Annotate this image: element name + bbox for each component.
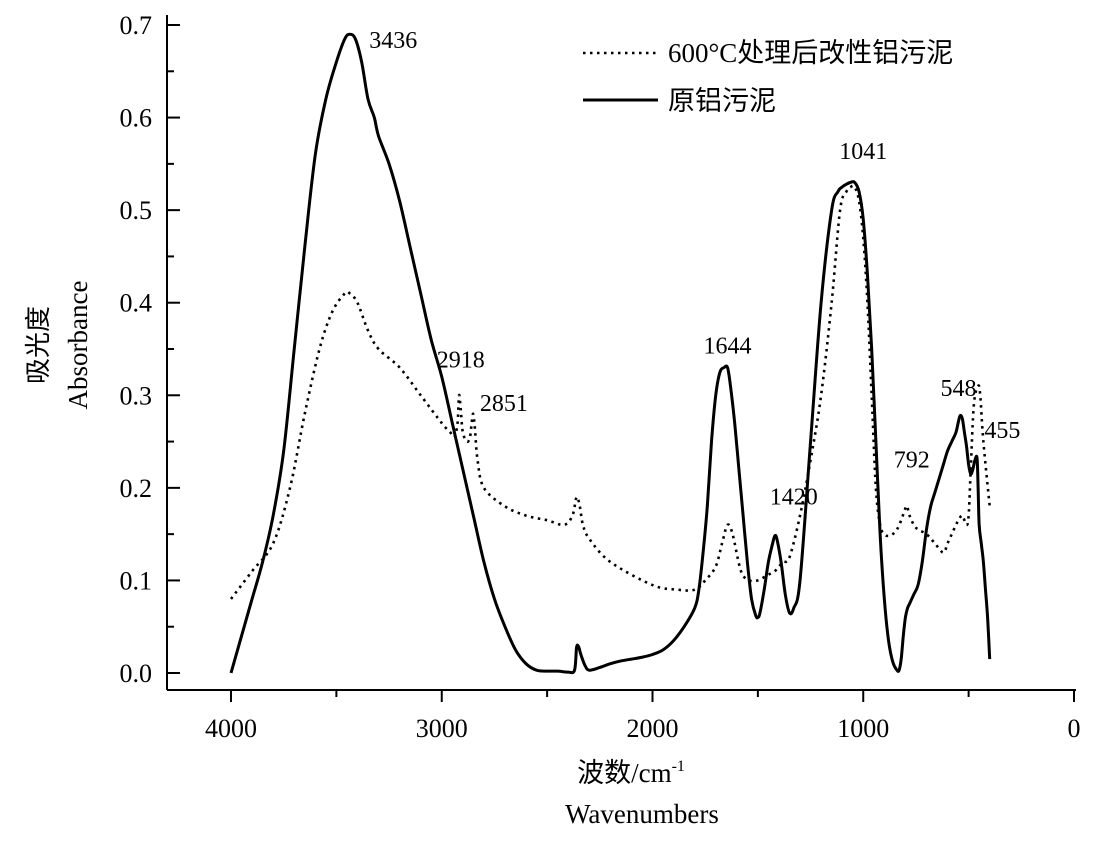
x-ticks: 4000 3000 2000 1000 0 xyxy=(205,690,1081,743)
annotation-layer: 3436 2918 2851 1644 1420 1041 792 548 455 xyxy=(369,28,1020,510)
y-axis-label: 吸光度 Absorbance xyxy=(24,281,93,410)
y-tick-label: 0.5 xyxy=(120,196,153,225)
x-axis-label-zh-main: 波数/cm xyxy=(577,758,672,788)
peak-label: 792 xyxy=(894,447,930,473)
x-tick-label: 1000 xyxy=(837,714,889,743)
x-tick-label: 4000 xyxy=(205,714,257,743)
y-tick-label: 0.1 xyxy=(120,566,153,595)
peak-label: 1420 xyxy=(770,485,818,511)
peak-label: 1041 xyxy=(839,139,887,165)
y-tick-label: 0.0 xyxy=(120,659,153,688)
x-tick-label: 3000 xyxy=(416,714,468,743)
legend: 600°C处理后改性铝污泥 原铝污泥 xyxy=(583,38,953,116)
peak-label: 3436 xyxy=(369,28,417,54)
series-line-modified-sludge xyxy=(229,184,991,600)
peak-label: 455 xyxy=(984,418,1020,444)
x-tick-label: 2000 xyxy=(627,714,679,743)
y-ticks: 0.0 0.1 0.2 0.3 0.4 0.5 0.6 0.7 xyxy=(120,11,180,688)
peak-label: 1644 xyxy=(704,334,752,360)
y-tick-label: 0.6 xyxy=(120,104,153,133)
peak-label: 2918 xyxy=(437,348,485,374)
y-tick-label: 0.7 xyxy=(120,11,153,40)
x-tick-label: 0 xyxy=(1068,714,1081,743)
x-axis-label-zh: 波数/cm-1 xyxy=(577,758,685,788)
y-axis-label-zh: 吸光度 xyxy=(24,306,53,384)
y-axis-label-en: Absorbance xyxy=(63,281,93,410)
y-tick-label: 0.4 xyxy=(120,289,153,318)
peak-label: 548 xyxy=(941,376,977,402)
y-tick-label: 0.2 xyxy=(120,474,153,503)
legend-label-modified-sludge: 600°C处理后改性铝污泥 xyxy=(668,38,953,68)
y-tick-label: 0.3 xyxy=(120,381,153,410)
axes: 0.0 0.1 0.2 0.3 0.4 0.5 0.6 0.7 4000 3000 2000 100… xyxy=(120,11,1081,743)
legend-label-raw-sludge: 原铝污泥 xyxy=(668,86,776,116)
series-line-raw-sludge xyxy=(229,32,992,675)
x-axis-label-en: Wavenumbers xyxy=(565,799,719,829)
x-axis-label-sup: -1 xyxy=(672,758,685,775)
peak-label: 2851 xyxy=(480,391,528,417)
series-layer xyxy=(229,32,992,675)
